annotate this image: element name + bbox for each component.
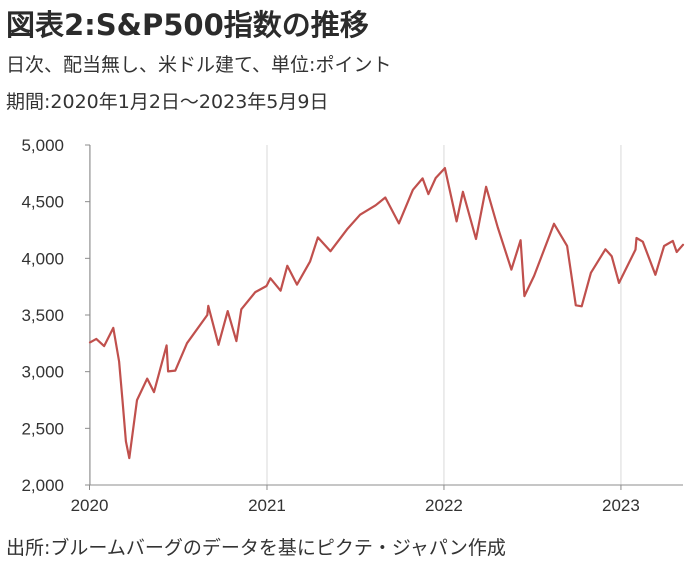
x-tick-label: 2021: [248, 496, 286, 515]
x-tick-label: 2023: [602, 496, 640, 515]
chart-subtitle: 日次、配当無し、米ドル建て、単位:ポイント: [6, 54, 392, 76]
x-tick-label: 2022: [425, 496, 463, 515]
y-tick-label: 3,000: [21, 363, 64, 382]
series-line-sp500: [88, 167, 685, 460]
gridlines: [89, 145, 622, 485]
x-axis-ticks: 2020 2021 2022 2023: [71, 485, 640, 515]
y-tick-label: 5,000: [21, 136, 64, 155]
x-tick-label: 2020: [71, 496, 109, 515]
y-tick-label: 2,000: [21, 476, 64, 495]
y-tick-label: 4,000: [21, 249, 64, 268]
y-tick-label: 2,500: [21, 419, 64, 438]
chart-title: 図表2:S&P500指数の推移: [6, 8, 369, 42]
chart-period: 期間:2020年1月2日～2023年5月9日: [6, 91, 329, 113]
y-tick-label: 3,500: [21, 306, 64, 325]
y-axis-ticks: 2,000 2,500 3,000 3,500 4,000 4,500 5,000: [21, 136, 90, 495]
series-group: [88, 167, 685, 460]
y-tick-label: 4,500: [21, 193, 64, 212]
axes: [89, 145, 683, 486]
source-note: 出所:ブルームバーグのデータを基にピクテ・ジャパン作成: [6, 537, 506, 559]
